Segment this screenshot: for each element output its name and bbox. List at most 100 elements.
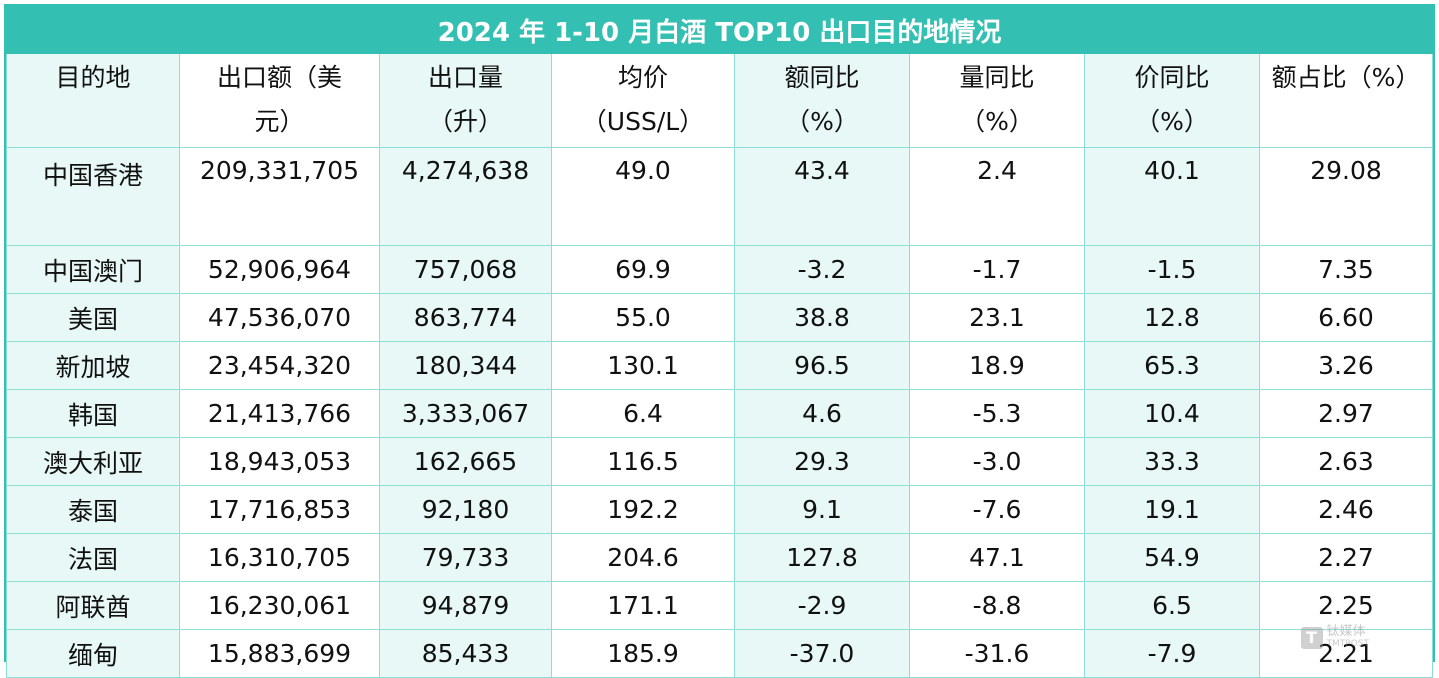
column-header: 出口额（美元） xyxy=(179,53,380,148)
value-cell: 6.5 xyxy=(1084,581,1260,630)
value-cell: 47.1 xyxy=(909,533,1085,582)
value-cell: 47,536,070 xyxy=(179,293,380,342)
value-cell: -1.5 xyxy=(1084,245,1260,294)
value-cell: 65.3 xyxy=(1084,341,1260,390)
value-cell: 23.1 xyxy=(909,293,1085,342)
value-cell: 79,733 xyxy=(379,533,552,582)
value-cell: 96.5 xyxy=(734,341,910,390)
value-cell: 29.3 xyxy=(734,437,910,486)
value-cell: 19.1 xyxy=(1084,485,1260,534)
column-header-line xyxy=(1260,100,1432,144)
table-row: 缅甸 15,883,699 85,433 185.9 -37.0 -31.6 -7.9 2.2… xyxy=(6,629,1433,678)
value-cell: 69.9 xyxy=(551,245,735,294)
column-header-line xyxy=(7,100,179,144)
destination-cell: 中国香港 xyxy=(6,147,180,246)
value-cell: -1.7 xyxy=(909,245,1085,294)
value-cell: 6.4 xyxy=(551,389,735,438)
destination-cell: 泰国 xyxy=(6,485,180,534)
value-cell: -31.6 xyxy=(909,629,1085,678)
value-cell: 4.6 xyxy=(734,389,910,438)
table-row: 美国 47,536,070 863,774 55.0 38.8 23.1 12.8 6.60 xyxy=(6,293,1433,342)
value-cell: 130.1 xyxy=(551,341,735,390)
value-cell: 2.4 xyxy=(909,147,1085,246)
value-cell: -7.9 xyxy=(1084,629,1260,678)
value-cell: 204.6 xyxy=(551,533,735,582)
value-cell: 3.26 xyxy=(1259,341,1433,390)
value-cell: 18,943,053 xyxy=(179,437,380,486)
column-header: 额同比 （%） xyxy=(734,53,910,148)
value-cell: 33.3 xyxy=(1084,437,1260,486)
value-cell: 12.8 xyxy=(1084,293,1260,342)
table-row: 新加坡 23,454,320 180,344 130.1 96.5 18.9 65.3 3.2… xyxy=(6,341,1433,390)
table-row: 法国 16,310,705 79,733 204.6 127.8 47.1 54.9 2.27 xyxy=(6,533,1433,582)
destination-cell: 澳大利亚 xyxy=(6,437,180,486)
value-cell: 185.9 xyxy=(551,629,735,678)
value-cell: 180,344 xyxy=(379,341,552,390)
column-header-line: （%） xyxy=(1135,107,1209,136)
destination-cell: 中国澳门 xyxy=(6,245,180,294)
value-cell: 21,413,766 xyxy=(179,389,380,438)
value-cell: 192.2 xyxy=(551,485,735,534)
value-cell: 49.0 xyxy=(551,147,735,246)
column-header-line: （%） xyxy=(785,107,859,136)
table-title: 2024 年 1-10 月白酒 TOP10 出口目的地情况 xyxy=(6,6,1433,54)
column-header-line: 元） xyxy=(254,107,305,136)
value-cell: 10.4 xyxy=(1084,389,1260,438)
value-cell: 4,274,638 xyxy=(379,147,552,246)
destination-cell: 法国 xyxy=(6,533,180,582)
column-header-line: 目的地 xyxy=(55,63,131,92)
column-header: 量同比 （%） xyxy=(909,53,1085,148)
column-header-line: 价同比 xyxy=(1134,63,1210,92)
value-cell: 15,883,699 xyxy=(179,629,380,678)
value-cell: 2.97 xyxy=(1259,389,1433,438)
destination-cell: 缅甸 xyxy=(6,629,180,678)
value-cell: 2.27 xyxy=(1259,533,1433,582)
value-cell: 18.9 xyxy=(909,341,1085,390)
destination-cell: 阿联酋 xyxy=(6,581,180,630)
column-header-line: 出口量 xyxy=(427,63,503,92)
value-cell: 757,068 xyxy=(379,245,552,294)
value-cell: -3.2 xyxy=(734,245,910,294)
column-header-line: （%） xyxy=(960,107,1034,136)
column-header: 目的地 xyxy=(6,53,180,148)
table-row: 澳大利亚 18,943,053 162,665 116.5 29.3 -3.0 33.3 2.… xyxy=(6,437,1433,486)
value-cell: 85,433 xyxy=(379,629,552,678)
table-row: 阿联酋 16,230,061 94,879 171.1 -2.9 -8.8 6.5 2.25 xyxy=(6,581,1433,630)
column-header: 出口量 （升） xyxy=(379,53,552,148)
export-table: 2024 年 1-10 月白酒 TOP10 出口目的地情况 目的地 出口额（美元）… xyxy=(6,6,1433,678)
value-cell: 16,230,061 xyxy=(179,581,380,630)
value-cell: 3,333,067 xyxy=(379,389,552,438)
destination-cell: 美国 xyxy=(6,293,180,342)
value-cell: -2.9 xyxy=(734,581,910,630)
value-cell: -3.0 xyxy=(909,437,1085,486)
destination-cell: 新加坡 xyxy=(6,341,180,390)
table-row: 中国澳门 52,906,964 757,068 69.9 -3.2 -1.7 -1.5 7.3… xyxy=(6,245,1433,294)
value-cell: 9.1 xyxy=(734,485,910,534)
table-row: 中国香港 209,331,705 4,274,638 49.0 43.4 2.4 40.1 2… xyxy=(6,147,1433,246)
watermark: T 钛媒体 TMTPOST xyxy=(1300,624,1369,650)
value-cell: 55.0 xyxy=(551,293,735,342)
value-cell: 2.63 xyxy=(1259,437,1433,486)
column-header-line: 额同比 xyxy=(784,63,860,92)
value-cell: 2.46 xyxy=(1259,485,1433,534)
value-cell: 116.5 xyxy=(551,437,735,486)
column-header-line: 量同比 xyxy=(959,63,1035,92)
value-cell: 17,716,853 xyxy=(179,485,380,534)
column-header: 均价 （USS/L） xyxy=(551,53,735,148)
value-cell: -5.3 xyxy=(909,389,1085,438)
value-cell: -8.8 xyxy=(909,581,1085,630)
column-header-line: （USS/L） xyxy=(581,107,705,136)
value-cell: -37.0 xyxy=(734,629,910,678)
column-header-line: 均价 xyxy=(617,63,668,92)
value-cell: 2.25 xyxy=(1259,581,1433,630)
value-cell: -7.6 xyxy=(909,485,1085,534)
value-cell: 7.35 xyxy=(1259,245,1433,294)
value-cell: 40.1 xyxy=(1084,147,1260,246)
value-cell: 863,774 xyxy=(379,293,552,342)
watermark-text: 钛媒体 xyxy=(1326,624,1366,639)
header-row: 目的地 出口额（美 元） 出口量 （升） 均价 （USS/L） 额同比 （%） 量同比 （%） 价同比… xyxy=(6,53,1433,148)
column-header-line: 出口额（美 xyxy=(216,63,342,92)
export-table-container: 2024 年 1-10 月白酒 TOP10 出口目的地情况 目的地 出口额（美元）… xyxy=(4,4,1435,678)
value-cell: 38.8 xyxy=(734,293,910,342)
column-header: 价同比 （%） xyxy=(1084,53,1260,148)
